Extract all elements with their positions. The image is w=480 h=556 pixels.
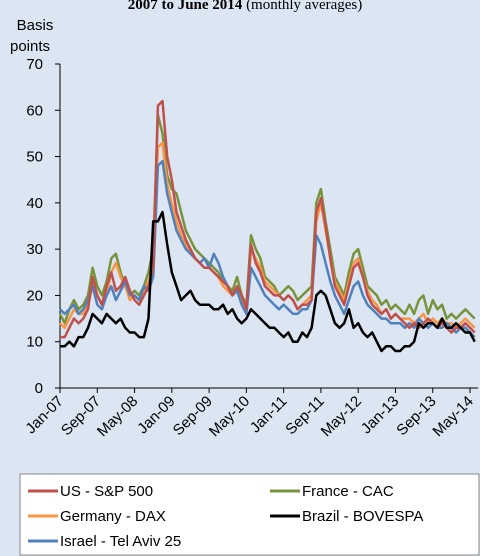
y-axis-label: Basis [17,17,54,34]
series-line [60,99,476,339]
y-tick-label: 50 [26,149,43,166]
legend-label: Brazil - BOVESPA [302,508,423,525]
y-tick-label: 60 [26,102,43,119]
legend-label: France - CAC [302,483,394,500]
y-tick-label: 70 [26,56,43,73]
series-line [60,210,476,353]
series-line [59,159,476,338]
y-tick-label: 10 [26,334,43,351]
legend-label: Germany - DAX [60,508,166,525]
y-axis-label: points [10,38,50,55]
y-tick-label: 30 [26,241,43,258]
y-tick-label: 20 [26,287,43,304]
title-bold: 2007 to June 2014 [128,0,243,13]
y-tick-label: 0 [35,380,43,397]
y-tick-label: 40 [26,195,43,212]
legend [19,473,480,556]
legend-label: US - S&P 500 [60,483,153,500]
legend-label: Israel - Tel Aviv 25 [60,533,181,550]
series-line [59,141,476,330]
chart-title: 2007 to June 2014 (monthly averages) [128,0,363,13]
title-rest: (monthly averages) [246,0,362,13]
